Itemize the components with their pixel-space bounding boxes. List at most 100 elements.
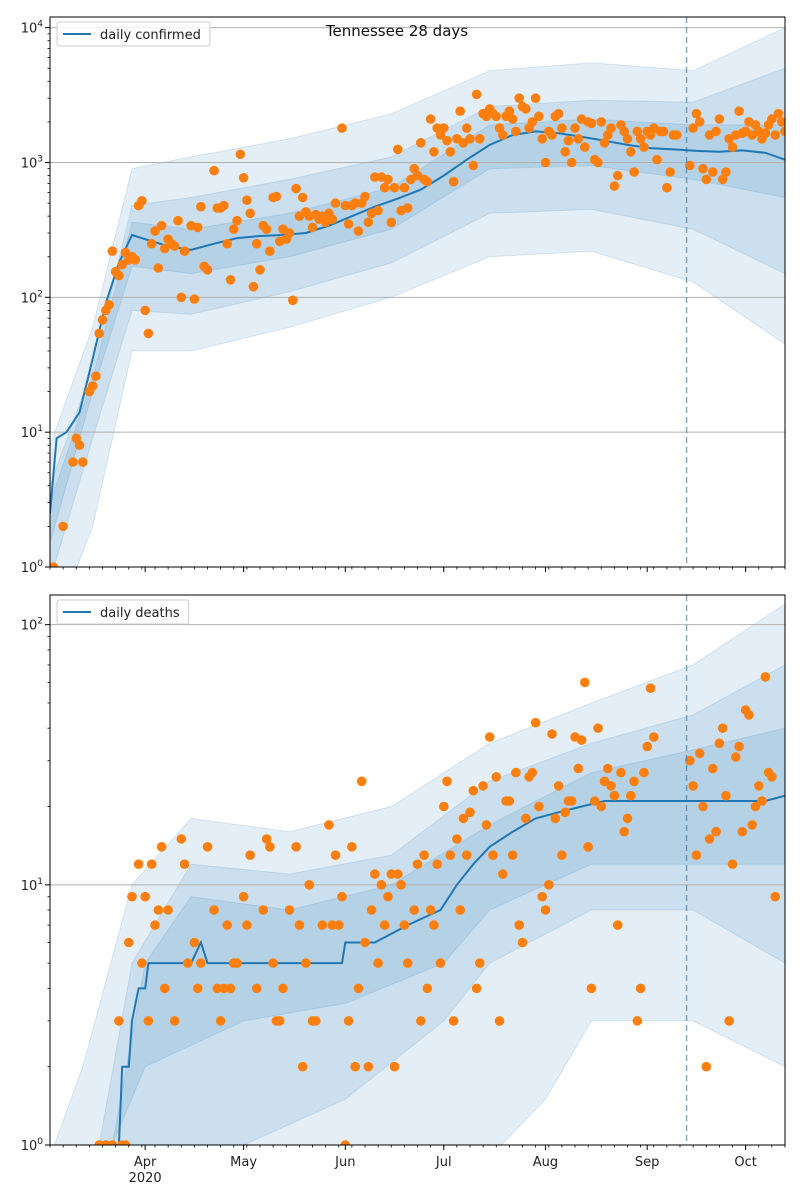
series-line [109,794,785,1145]
data-point [311,1016,321,1026]
data-point [645,683,656,693]
data-point [189,937,200,948]
data-point [271,191,282,202]
data-point [393,144,403,155]
data-point [461,123,472,133]
data-point [757,796,767,806]
data-point [461,850,472,860]
data-point [337,891,347,902]
data-point [50,562,59,567]
data-point [458,813,469,824]
data-point [383,891,393,902]
data-point [658,126,669,137]
x-tick-label: Apr [134,1155,157,1170]
data-point [416,138,426,148]
data-point [163,905,173,915]
data-point [550,813,561,824]
data-point [179,859,190,869]
data-point [498,130,508,140]
data-point [87,381,98,391]
data-point [566,796,577,806]
data-point [540,157,551,168]
data-point [544,880,554,890]
band-outer-area [53,603,785,1145]
data-point [219,983,229,994]
legend-box [56,21,211,47]
legend-box [56,599,190,625]
data-point [593,723,603,733]
data-point [156,220,167,231]
data-point [248,281,259,292]
y-tick-label: 103 [21,155,43,172]
data-point [553,781,564,791]
data-point [219,200,229,211]
data-point [603,763,613,774]
legend-label: daily deaths [100,606,180,621]
data-point [425,905,436,915]
data-point [222,238,232,249]
legend: daily confirmed [56,21,211,47]
data-point [445,147,456,157]
data-point [708,763,718,774]
data-point [694,117,705,127]
data-point [442,135,452,146]
data-point [530,717,541,728]
x-tick-label: Jun [334,1155,355,1170]
data-point [780,126,785,137]
data-point [225,983,236,994]
data-point [511,767,521,778]
data-point [379,182,390,193]
data-point [284,228,295,238]
data-point [297,1061,308,1072]
data-point [107,1140,118,1145]
data-point [202,265,213,275]
data-point [356,776,367,787]
data-point [291,842,301,852]
data-point [179,246,190,256]
data-point [488,850,498,860]
data-point [708,167,718,177]
data-point [291,183,301,194]
data-point [150,226,160,236]
data-point [245,850,255,860]
data-point [589,796,600,806]
data-point [511,126,521,137]
data-point [343,219,354,229]
data-point [294,920,305,930]
data-point [114,270,124,281]
data-point [576,735,587,745]
data-point [288,295,298,306]
data-point [514,920,524,930]
data-point [150,920,160,930]
data-point [566,157,577,168]
data-point [734,106,744,116]
y-axis-ticks: 100 101 102 [21,617,50,1154]
data-point [97,315,108,325]
data-point [229,224,239,234]
data-point [117,259,127,270]
data-point [711,826,721,837]
data-point [386,217,397,228]
data-point [619,826,629,837]
data-point [517,937,528,948]
data-point [353,226,364,236]
y-axis-ticks: 100 101 102 103 104 [21,20,50,576]
chart-daily-confirmed: 100 101 102 103 104 daily confirmed Tennesse… [21,16,786,576]
data-point [455,106,466,116]
data-point [232,958,242,968]
data-point [169,1016,180,1026]
band-inner-area [111,727,785,1145]
data-point [130,254,141,265]
data-point [494,1016,505,1026]
data-point [422,176,433,187]
data-point [399,182,410,193]
data-point [626,790,636,801]
y-tick-label: 104 [21,20,44,37]
data-point [649,732,659,742]
data-point [307,222,318,233]
data-point [238,173,249,183]
data-point [245,208,255,219]
data-point [78,457,88,467]
data-point [202,842,213,852]
